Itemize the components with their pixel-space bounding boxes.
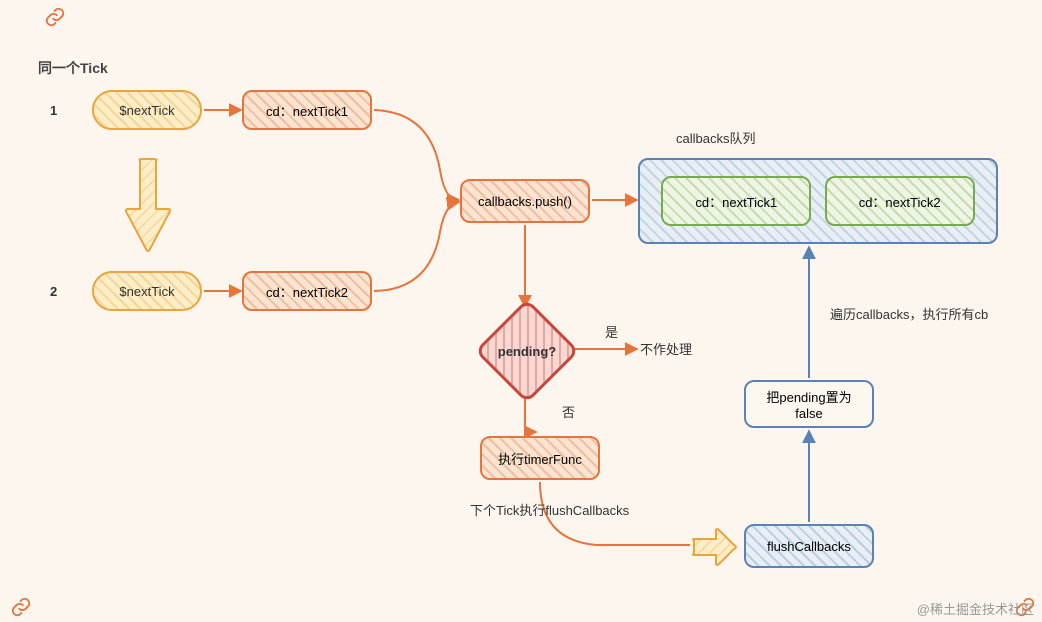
flow-right-arrow-icon [690, 527, 738, 567]
node-label: 把pending置为 false [766, 387, 851, 421]
queue-container: cd：nextTick1 cd：nextTick2 [638, 158, 998, 244]
branch-yes-result: 不作处理 [640, 339, 692, 358]
node-label: $nextTick [119, 103, 174, 118]
annotation-next-tick: 下个Tick执行flushCallbacks [470, 500, 629, 519]
node-nexttick-2: $nextTick [92, 271, 202, 311]
queue-title: callbacks队列 [676, 128, 755, 147]
row-number-2: 2 [50, 284, 57, 299]
node-label: cd：nextTick1 [266, 101, 348, 120]
node-set-pending-false: 把pending置为 false [744, 380, 874, 428]
node-label: 执行timerFunc [498, 449, 582, 468]
node-label: cd：nextTick2 [266, 282, 348, 301]
node-label: pending? [498, 344, 557, 359]
node-label: flushCallbacks [767, 539, 851, 554]
branch-yes-label: 是 [605, 322, 618, 341]
diagram-title: 同一个Tick [38, 58, 108, 78]
node-callbacks-push: callbacks.push() [460, 179, 590, 223]
queue-item: cd：nextTick2 [825, 176, 975, 226]
queue-item-label: cd：nextTick1 [695, 192, 777, 211]
link-icon [10, 596, 32, 618]
node-cb2: cd：nextTick2 [242, 271, 372, 311]
node-timerfunc: 执行timerFunc [480, 436, 600, 480]
queue-item-label: cd：nextTick2 [859, 192, 941, 211]
node-label: $nextTick [119, 284, 174, 299]
queue-item: cd：nextTick1 [661, 176, 811, 226]
annotation-iterate: 遍历callbacks，执行所有cb [830, 304, 988, 323]
flow-down-arrow-icon [122, 155, 174, 255]
node-cb1: cd：nextTick1 [242, 90, 372, 130]
watermark-text: @稀土掘金技术社区 [917, 599, 1034, 618]
node-nexttick-1: $nextTick [92, 90, 202, 130]
row-number-1: 1 [50, 103, 57, 118]
node-pending-decision: pending? [490, 314, 564, 388]
node-label: callbacks.push() [478, 194, 572, 209]
link-icon [44, 6, 66, 28]
node-flushcallbacks: flushCallbacks [744, 524, 874, 568]
branch-no-label: 否 [562, 402, 575, 421]
